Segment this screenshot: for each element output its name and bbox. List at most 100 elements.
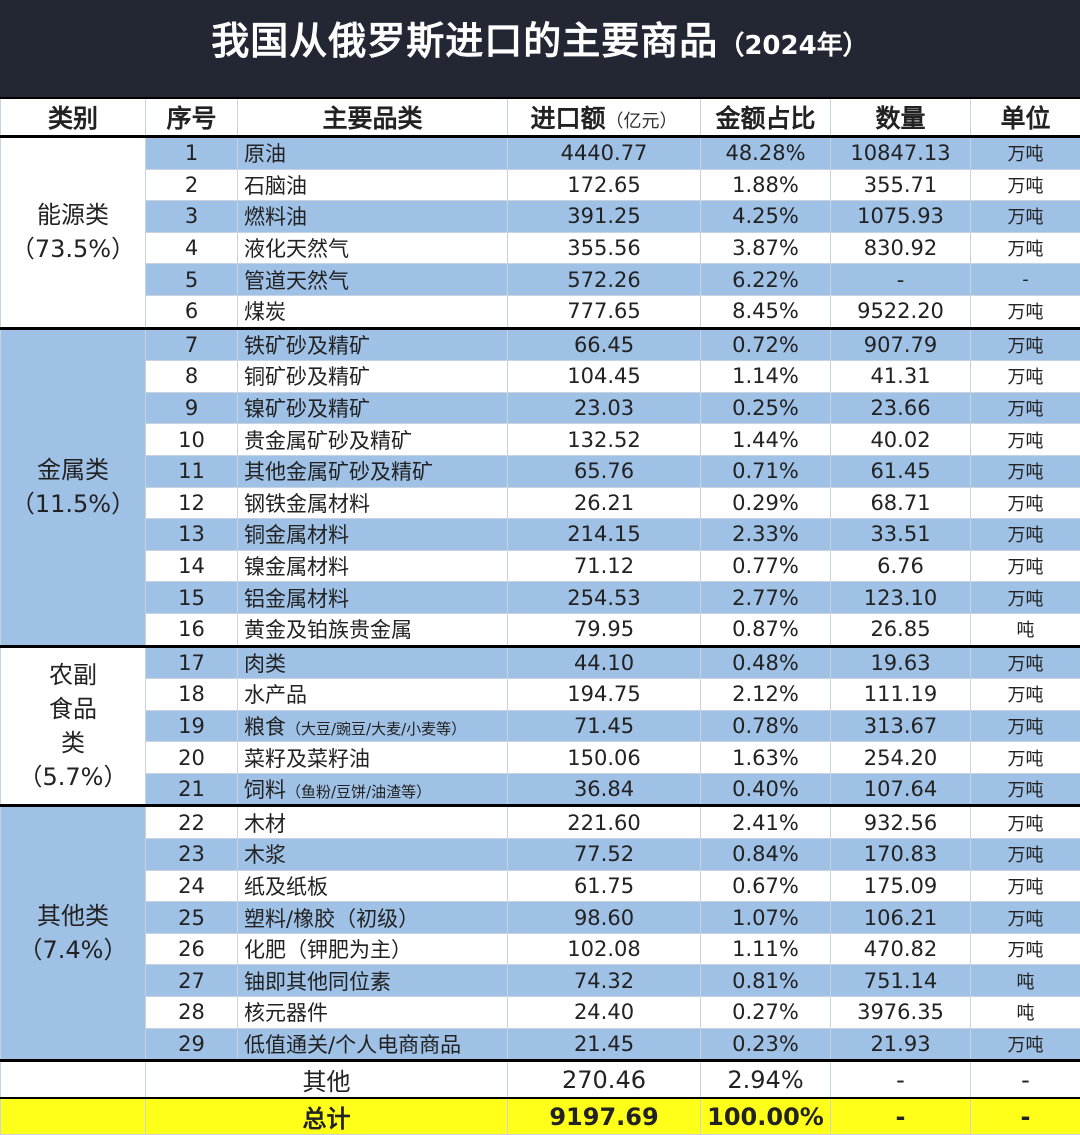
total-blank (1, 1098, 146, 1135)
row-no: 8 (146, 361, 238, 393)
category-cell: 金属类（11.5%） (1, 328, 146, 646)
total-label: 总计 (146, 1098, 508, 1135)
item-name: 低值通关/个人电商商品 (244, 1033, 461, 1057)
row-no: 4 (146, 232, 238, 264)
item-name: 塑料/橡胶（初级） (244, 907, 419, 931)
row-unit: 万吨 (971, 839, 1080, 871)
row-share: 0.40% (701, 773, 831, 806)
item-name: 液化天然气 (244, 237, 349, 261)
row-item: 其他金属矿砂及精矿 (238, 455, 508, 487)
row-item: 燃料油 (238, 201, 508, 233)
row-amount: 36.84 (508, 773, 701, 806)
category-share: （7.4%） (1, 933, 145, 967)
row-item: 木材 (238, 806, 508, 839)
category-cell: 能源类（73.5%） (1, 137, 146, 329)
other-amount: 270.46 (508, 1061, 701, 1099)
row-amount: 24.40 (508, 997, 701, 1029)
row-share: 1.07% (701, 902, 831, 934)
row-item: 镍矿砂及精矿 (238, 392, 508, 424)
item-name: 镍矿砂及精矿 (244, 397, 370, 421)
import-table: 类别 序号 主要品类 进口额（亿元） 金额占比 数量 单位 能源类（73.5%）… (0, 97, 1080, 1135)
row-unit: 万吨 (971, 392, 1080, 424)
row-share: 0.27% (701, 997, 831, 1029)
item-name: 水产品 (244, 683, 307, 707)
row-unit: 万吨 (971, 455, 1080, 487)
row-item: 铜金属材料 (238, 519, 508, 551)
row-unit: 万吨 (971, 870, 1080, 902)
row-no: 2 (146, 169, 238, 201)
row-no: 3 (146, 201, 238, 233)
row-item: 铀即其他同位素 (238, 965, 508, 997)
table-header: 类别 序号 主要品类 进口额（亿元） 金额占比 数量 单位 (1, 98, 1080, 137)
row-share: 2.77% (701, 582, 831, 614)
row-no: 7 (146, 328, 238, 361)
row-amount: 66.45 (508, 328, 701, 361)
row-qty: 10847.13 (831, 137, 971, 170)
row-item: 纸及纸板 (238, 870, 508, 902)
row-unit: 万吨 (971, 582, 1080, 614)
row-share: 0.67% (701, 870, 831, 902)
row-qty: 107.64 (831, 773, 971, 806)
row-unit: 万吨 (971, 519, 1080, 551)
row-amount: 194.75 (508, 679, 701, 711)
header-share: 金额占比 (701, 98, 831, 137)
row-qty: 26.85 (831, 613, 971, 646)
row-share: 4.25% (701, 201, 831, 233)
row-qty: 932.56 (831, 806, 971, 839)
row-no: 24 (146, 870, 238, 902)
category-cell: 农副食品类（5.7%） (1, 646, 146, 806)
row-no: 17 (146, 646, 238, 679)
other-share: 2.94% (701, 1061, 831, 1099)
row-amount: 102.08 (508, 933, 701, 965)
row-qty: 41.31 (831, 361, 971, 393)
row-qty: 175.09 (831, 870, 971, 902)
row-no: 13 (146, 519, 238, 551)
row-share: 0.25% (701, 392, 831, 424)
row-unit: 吨 (971, 965, 1080, 997)
category-name: 能源类 (1, 198, 145, 232)
header-amount: 进口额（亿元） (508, 98, 701, 137)
row-item: 菜籽及菜籽油 (238, 742, 508, 774)
row-no: 28 (146, 997, 238, 1029)
row-item: 低值通关/个人电商商品 (238, 1028, 508, 1061)
row-item: 水产品 (238, 679, 508, 711)
row-unit: 万吨 (971, 742, 1080, 774)
category-share: （11.5%） (1, 487, 145, 521)
row-unit: 万吨 (971, 328, 1080, 361)
row-item: 粮食（大豆/豌豆/大麦/小麦等） (238, 710, 508, 742)
row-amount: 777.65 (508, 295, 701, 328)
header-item: 主要品类 (238, 98, 508, 137)
row-item: 铝金属材料 (238, 582, 508, 614)
category-cell: 其他类（7.4%） (1, 806, 146, 1061)
row-qty: 254.20 (831, 742, 971, 774)
row-amount: 77.52 (508, 839, 701, 871)
row-item: 饲料（鱼粉/豆饼/油渣等） (238, 773, 508, 806)
row-no: 26 (146, 933, 238, 965)
total-unit: - (971, 1098, 1080, 1135)
other-qty: - (831, 1061, 971, 1099)
row-amount: 150.06 (508, 742, 701, 774)
row-qty: 6.76 (831, 550, 971, 582)
row-amount: 61.75 (508, 870, 701, 902)
row-no: 1 (146, 137, 238, 170)
row-item: 化肥（钾肥为主） (238, 933, 508, 965)
header-amount-unit: （亿元） (606, 111, 678, 132)
row-amount: 74.32 (508, 965, 701, 997)
row-no: 5 (146, 264, 238, 296)
row-amount: 65.76 (508, 455, 701, 487)
item-name: 燃料油 (244, 205, 307, 229)
row-no: 12 (146, 487, 238, 519)
item-name: 铝金属材料 (244, 587, 349, 611)
row-no: 27 (146, 965, 238, 997)
row-item: 管道天然气 (238, 264, 508, 296)
category-share: （73.5%） (1, 232, 145, 266)
